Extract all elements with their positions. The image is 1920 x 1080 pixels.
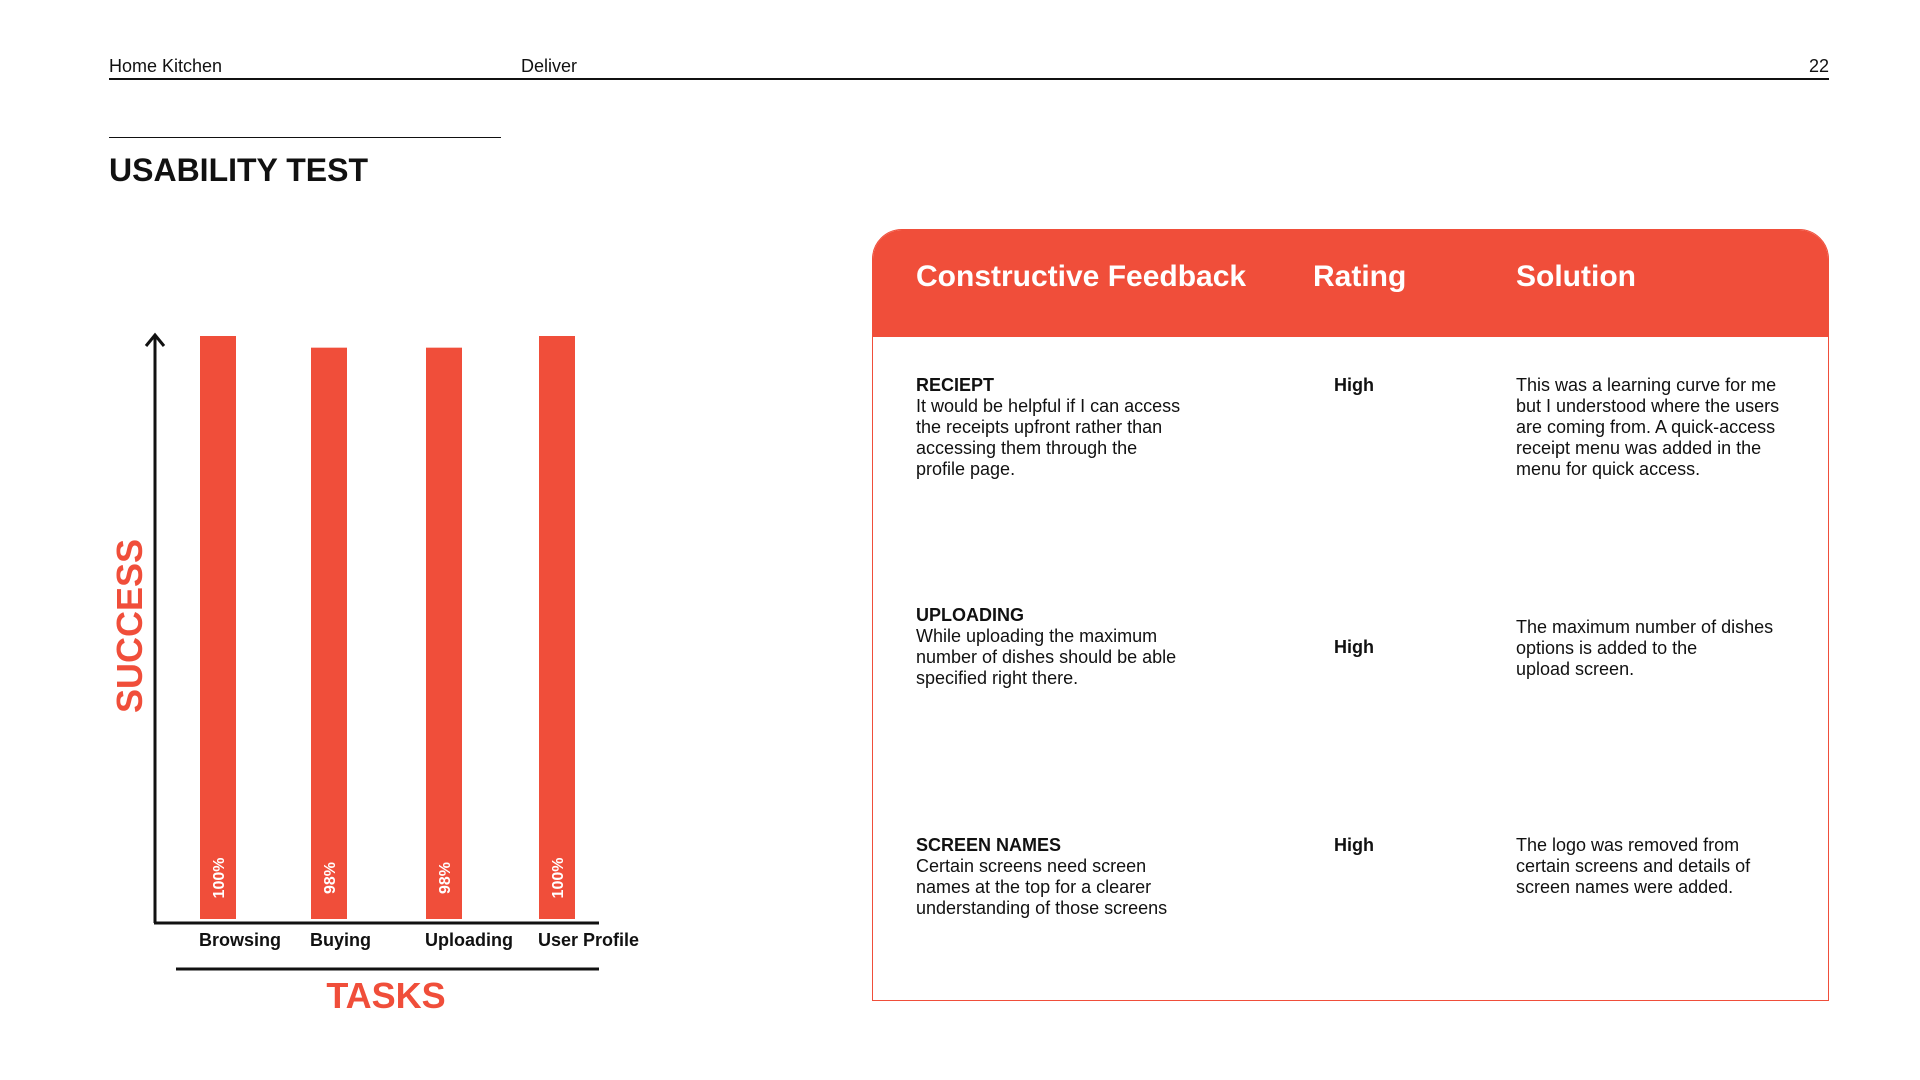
solution-line: The logo was removed from (1516, 835, 1740, 855)
feedback-line: number of dishes should be able (916, 647, 1177, 667)
solution-line: This was a learning curve for me (1516, 375, 1777, 395)
solution-cell: This was a learning curve for me but I un… (1516, 375, 1779, 480)
rating: High (1334, 637, 1374, 657)
x-tick-label: User Profile (538, 930, 639, 950)
y-axis-title: SUCCESS (109, 539, 150, 713)
feedback-line: accessing them through the (916, 438, 1138, 458)
feedback-title: SCREEN NAMES (916, 835, 1062, 855)
title-rule (109, 137, 501, 138)
table-header (873, 230, 1828, 337)
bar (426, 347, 462, 919)
column-header: Solution (1516, 260, 1636, 293)
feedback-line: Certain screens need screen (916, 856, 1147, 876)
x-tick-label: Buying (310, 930, 371, 950)
x-axis-title: TASKS (326, 975, 445, 1016)
feedback-line: names at the top for a clearer (916, 877, 1152, 897)
feedback-cell: SCREEN NAMES Certain screens need screen n… (916, 835, 1167, 919)
y-axis-arrow (144, 332, 166, 347)
x-tick-label: Uploading (425, 930, 513, 950)
value-label: 100% (550, 858, 567, 899)
header-middle: Deliver (521, 56, 578, 76)
x-tick-label: Browsing (199, 930, 281, 950)
solution-cell: The logo was removed from certain screens… (1516, 835, 1750, 898)
feedback-table: Constructive Feedback Rating Solution RECIE… (872, 229, 1829, 1001)
slide-title: USABILITY TEST (109, 152, 368, 188)
value-label: 100% (211, 858, 228, 899)
solution-line: are coming from. A quick-access (1516, 417, 1776, 437)
column-header: Rating (1313, 260, 1407, 293)
rating: High (1334, 375, 1374, 395)
feedback-cell: RECIEPT It would be helpful if I can acce… (916, 375, 1180, 480)
page-number: 22 (1808, 56, 1829, 76)
bar (539, 336, 575, 919)
feedback-title: UPLOADING (916, 605, 1024, 625)
solution-line: menu for quick access. (1516, 459, 1701, 479)
feedback-line: It would be helpful if I can access (916, 396, 1181, 416)
solution-line: receipt menu was added in the (1516, 438, 1762, 458)
feedback-line: While uploading the maximum (916, 626, 1158, 646)
header-left: Home Kitchen (109, 56, 223, 76)
header-rule (109, 78, 1829, 80)
chart: TASKS SUCCESS 100% Browsing 98% Buying 98% Up… (109, 332, 639, 1016)
solution-line: certain screens and details of (1516, 856, 1751, 876)
value-label: 98% (437, 862, 454, 894)
feedback-line: the receipts upfront rather than (916, 417, 1163, 437)
solution-line: The maximum number of dishes (1516, 617, 1774, 637)
solution-line: upload screen. (1516, 659, 1635, 679)
solution-line: screen names were added. (1516, 877, 1734, 897)
solution-cell: The maximum number of dishes options is a… (1516, 617, 1773, 680)
feedback-line: understanding of those screens (916, 898, 1168, 918)
value-label: 98% (322, 862, 339, 894)
feedback-title: RECIEPT (916, 375, 995, 395)
solution-line: but I understood where the users (1516, 396, 1780, 416)
feedback-cell: UPLOADING While uploading the maximum numb… (916, 605, 1176, 689)
rating: High (1334, 835, 1374, 855)
column-header: Constructive Feedback (916, 260, 1247, 293)
feedback-line: specified right there. (916, 668, 1079, 688)
bar (311, 347, 347, 919)
bar (200, 336, 236, 919)
solution-line: options is added to the (1516, 638, 1698, 658)
feedback-line: profile page. (916, 459, 1016, 479)
